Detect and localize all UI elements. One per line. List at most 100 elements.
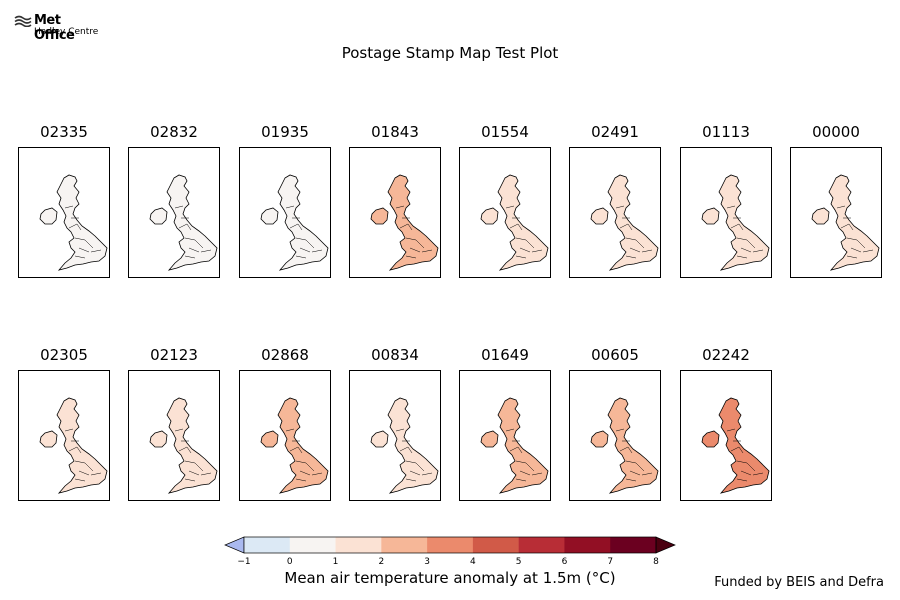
- colorbar-segment: [610, 537, 657, 553]
- stamp-map: [239, 370, 331, 501]
- uk-map: [370, 174, 439, 271]
- region-borders: [836, 205, 874, 259]
- colorbar-tick-label: 5: [515, 557, 522, 567]
- region-borders: [395, 205, 433, 259]
- stamp-map: [459, 370, 551, 501]
- stamp-label: 00834: [371, 346, 419, 364]
- great-britain-region: [277, 397, 329, 494]
- colorbar-tick-label: −1: [237, 557, 251, 567]
- great-britain-region: [387, 397, 439, 494]
- great-britain-region: [277, 174, 329, 271]
- uk-map: [590, 397, 659, 494]
- met-office-logo-icon: [14, 15, 32, 27]
- stamp-label: 02832: [150, 123, 198, 141]
- logo-subtitle: Hadley Centre: [34, 27, 99, 37]
- northern-ireland-region: [480, 207, 499, 225]
- colorbar-under-arrow: [224, 536, 245, 554]
- colorbar-tick-label: 2: [378, 557, 385, 567]
- colorbar-outline: [243, 536, 657, 554]
- stamp-map: [128, 147, 220, 278]
- colorbar-tick-label: 4: [470, 557, 476, 567]
- region-borders: [174, 428, 212, 482]
- stamp-map: [569, 370, 661, 501]
- met-office-logo: Met Office Hadley Centre: [14, 12, 104, 43]
- uk-map: [590, 174, 659, 271]
- stamp-map: [18, 147, 110, 278]
- uk-map: [370, 397, 439, 494]
- uk-map: [811, 174, 880, 271]
- stamp-label: 00000: [812, 123, 860, 141]
- northern-ireland-region: [260, 207, 279, 225]
- northern-ireland-region: [149, 430, 168, 448]
- colorbar-tick-label: 1: [332, 557, 339, 567]
- great-britain-region: [497, 397, 549, 494]
- colorbar-segment: [518, 537, 565, 553]
- colorbar-segment: [472, 537, 519, 553]
- great-britain-region: [387, 174, 439, 271]
- stamp-label: 00605: [591, 346, 639, 364]
- northern-ireland-region: [260, 430, 279, 448]
- great-britain-region: [718, 397, 770, 494]
- colorbar-tick-label: 0: [286, 557, 293, 567]
- uk-map: [260, 174, 329, 271]
- uk-map: [39, 174, 108, 271]
- colorbar-tick-label: 8: [653, 557, 659, 567]
- stamp-map: [239, 147, 331, 278]
- colorbar-tick-label: 3: [424, 557, 430, 567]
- colorbar-segment: [335, 537, 382, 553]
- stamp-map: [349, 370, 441, 501]
- northern-ireland-region: [370, 430, 389, 448]
- stamp-label: 01649: [481, 346, 529, 364]
- great-britain-region: [828, 174, 880, 271]
- stamp-label: 01113: [702, 123, 750, 141]
- colorbar-segment: [564, 537, 611, 553]
- northern-ireland-region: [149, 207, 168, 225]
- stamp-label: 02335: [40, 123, 88, 141]
- northern-ireland-region: [811, 207, 830, 225]
- great-britain-region: [56, 397, 108, 494]
- region-borders: [285, 205, 323, 259]
- stamp-label: 02868: [261, 346, 309, 364]
- stamp-label: 01843: [371, 123, 419, 141]
- uk-map: [701, 397, 770, 494]
- region-borders: [615, 428, 653, 482]
- region-borders: [505, 205, 543, 259]
- region-borders: [726, 428, 764, 482]
- funding-credit: Funded by BEIS and Defra: [714, 575, 884, 590]
- great-britain-region: [718, 174, 770, 271]
- uk-map: [149, 174, 218, 271]
- logo-name: Met Office: [34, 13, 75, 43]
- stamp-map: [459, 147, 551, 278]
- region-borders: [64, 428, 102, 482]
- region-borders: [64, 205, 102, 259]
- colorbar-tick-label: 7: [607, 557, 614, 567]
- uk-map: [480, 174, 549, 271]
- stamp-map: [680, 370, 772, 501]
- stamp-label: 02491: [591, 123, 639, 141]
- stamp-map: [569, 147, 661, 278]
- uk-map: [39, 397, 108, 494]
- northern-ireland-region: [701, 207, 720, 225]
- great-britain-region: [607, 397, 659, 494]
- stamp-label: 01935: [261, 123, 309, 141]
- northern-ireland-region: [370, 207, 389, 225]
- region-borders: [726, 205, 764, 259]
- stamp-map: [790, 147, 882, 278]
- northern-ireland-region: [39, 430, 58, 448]
- region-borders: [174, 205, 212, 259]
- great-britain-region: [166, 174, 218, 271]
- stamp-label: 02242: [702, 346, 750, 364]
- colorbar-segment: [427, 537, 474, 553]
- northern-ireland-region: [39, 207, 58, 225]
- northern-ireland-region: [590, 207, 609, 225]
- region-borders: [285, 428, 323, 482]
- stamp-map: [128, 370, 220, 501]
- uk-map: [149, 397, 218, 494]
- plot-title: Postage Stamp Map Test Plot: [341, 44, 559, 62]
- colorbar-over-arrow: [655, 536, 676, 554]
- uk-map: [701, 174, 770, 271]
- colorbar-label: Mean air temperature anomaly at 1.5m (°C…: [284, 569, 616, 587]
- great-britain-region: [497, 174, 549, 271]
- region-borders: [505, 428, 543, 482]
- great-britain-region: [166, 397, 218, 494]
